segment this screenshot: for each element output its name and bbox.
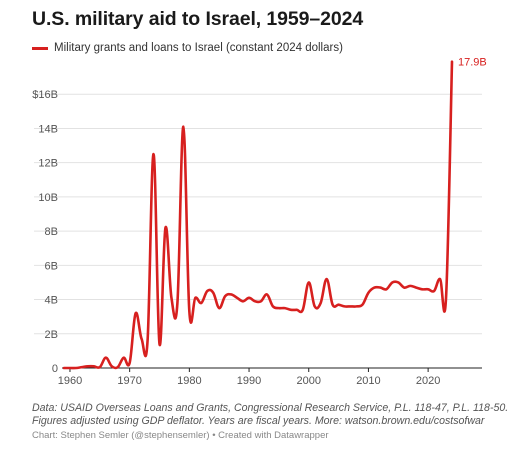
x-tick-label: 1970: [117, 375, 141, 387]
y-tick-label: 8B: [45, 226, 58, 238]
notes-line-2: Figures adjusted using GDP deflator. Yea…: [32, 415, 485, 427]
chart-credit: Chart: Stephen Semler (@stephensemler) •…: [32, 430, 329, 441]
series-line: [62, 60, 454, 370]
y-tick-label: 0: [52, 363, 58, 375]
chart-notes: Data: USAID Overseas Loans and Grants, C…: [32, 402, 512, 428]
end-value-label: 17.9B: [458, 57, 487, 69]
y-tick-label: 6B: [45, 260, 58, 272]
notes-line-1: Data: USAID Overseas Loans and Grants, C…: [32, 402, 509, 414]
y-axis-ticks: 0 2B 4B 6B 8B 10B 12B 14B $16B: [32, 89, 58, 375]
x-tick-label: 2010: [356, 375, 380, 387]
x-tick-label: 1990: [237, 375, 261, 387]
chart-title: U.S. military aid to Israel, 1959–2024: [32, 8, 364, 30]
y-tick-label: $16B: [32, 89, 58, 101]
y-tick-label: 10B: [38, 192, 58, 204]
series: 17.9B: [62, 57, 487, 370]
gridlines: [34, 93, 482, 335]
legend-label: Military grants and loans to Israel (con…: [54, 42, 343, 54]
y-tick-label: 12B: [38, 158, 58, 170]
y-tick-label: 14B: [38, 123, 58, 135]
x-axis: 1960 1970 1980 1990 2000 2010 2020: [58, 367, 482, 387]
line-chart: 0 2B 4B 6B 8B 10B 12B 14B $16B 1960 1970 1980 1990 2…: [32, 57, 487, 387]
x-tick-label: 1980: [177, 375, 201, 387]
x-tick-label: 1960: [58, 375, 82, 387]
y-tick-label: 4B: [45, 295, 58, 307]
y-tick-label: 2B: [45, 329, 58, 341]
legend: Military grants and loans to Israel (con…: [32, 42, 343, 54]
x-tick-label: 2000: [296, 375, 320, 387]
legend-swatch: [32, 46, 48, 50]
x-tick-label: 2020: [416, 375, 440, 387]
